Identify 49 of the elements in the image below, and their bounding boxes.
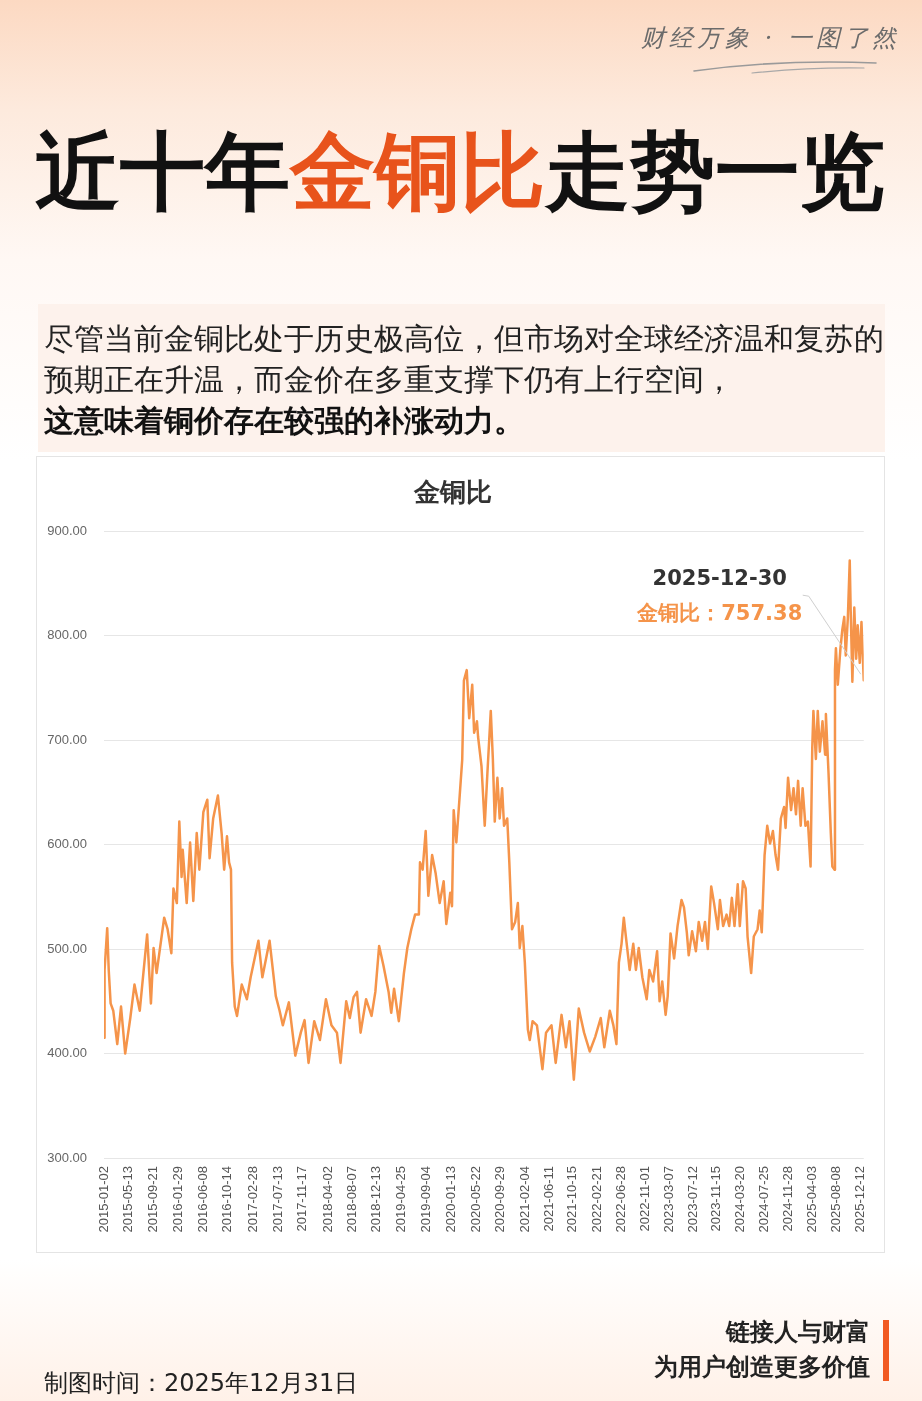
x-tick-label: 2017-11-17: [294, 1166, 310, 1232]
text: 为用户创造更多价值: [654, 1353, 870, 1381]
x-tick-label: 2018-04-02: [320, 1166, 335, 1233]
x-tick-label: 2015-01-02: [95, 1166, 111, 1233]
x-tick-label: 2015-05-13: [120, 1166, 136, 1233]
y-tick-label: 800.00: [47, 627, 87, 643]
x-tick-label: 2016-06-08: [194, 1166, 210, 1233]
y-tick-label: 300.00: [47, 1149, 87, 1165]
annotation: 金铜比：757.38: [636, 600, 803, 625]
x-tick-label: 2018-08-07: [344, 1166, 360, 1233]
x-tick-label: 2019-04-25: [393, 1166, 409, 1233]
x-tick-label: 2020-01-13: [443, 1166, 459, 1233]
x-tick-label: 2023-07-12: [684, 1166, 700, 1233]
x-tick-label: 2015-09-21: [145, 1166, 161, 1233]
x-tick-label: 2023-03-07: [660, 1166, 676, 1233]
x-tick-label: 2021-06-11: [540, 1166, 556, 1232]
y-tick-label: 600.00: [47, 836, 87, 852]
x-tick-label: 2018-12-13: [368, 1166, 384, 1233]
text: 链接人与财富: [726, 1318, 870, 1346]
x-tick-label: 2023-11-15: [708, 1166, 724, 1232]
x-tick-label: 2022-02-21: [588, 1166, 604, 1233]
x-tick-label: 2025-08-08: [828, 1166, 844, 1233]
x-tick-label: 2021-10-15: [564, 1166, 580, 1233]
x-tick-label: 2024-07-25: [756, 1166, 772, 1233]
x-tick-label: 2024-03-20: [732, 1166, 748, 1233]
text: 财经万象 · 一图了然: [641, 24, 900, 52]
x-tick-label: 2024-11-28: [780, 1166, 796, 1232]
y-tick-label: 900.00: [47, 522, 87, 538]
chart-title: 近十年金铜比走势一览: [35, 122, 885, 221]
x-tick-label: 2025-04-03: [804, 1166, 820, 1233]
x-tick-label: 2022-11-01: [636, 1166, 652, 1232]
y-tick-label: 500.00: [47, 940, 87, 956]
x-tick-label: 2017-07-13: [270, 1166, 286, 1233]
x-tick-label: 2025-12-12: [851, 1166, 867, 1233]
x-tick-label: 2020-05-22: [467, 1166, 483, 1233]
x-tick-label: 2020-09-29: [492, 1166, 508, 1233]
x-tick-label: 2021-02-04: [516, 1166, 532, 1233]
text: 这意味着铜价存在较强的补涨动力。: [44, 404, 524, 438]
text: 制图时间：2025年12月31日: [44, 1369, 359, 1397]
y-tick-label: 700.00: [47, 731, 87, 747]
x-tick-label: 2016-01-29: [169, 1166, 185, 1233]
x-tick-label: 2019-09-04: [418, 1166, 434, 1233]
text: 尽管当前金铜比处于历史极高位，但市场对全球经济温和复苏的预期正在升温，而金价在多重支撑下仍有上行空间，: [44, 322, 884, 397]
x-tick-label: 2022-06-28: [612, 1166, 628, 1233]
y-tick-label: 400.00: [47, 1045, 87, 1061]
chart-subtitle: 金铜比: [413, 477, 492, 508]
x-tick-label: 2016-10-14: [218, 1166, 234, 1233]
annotation: 2025-12-30: [652, 565, 787, 590]
x-tick-label: 2017-02-28: [244, 1166, 260, 1233]
